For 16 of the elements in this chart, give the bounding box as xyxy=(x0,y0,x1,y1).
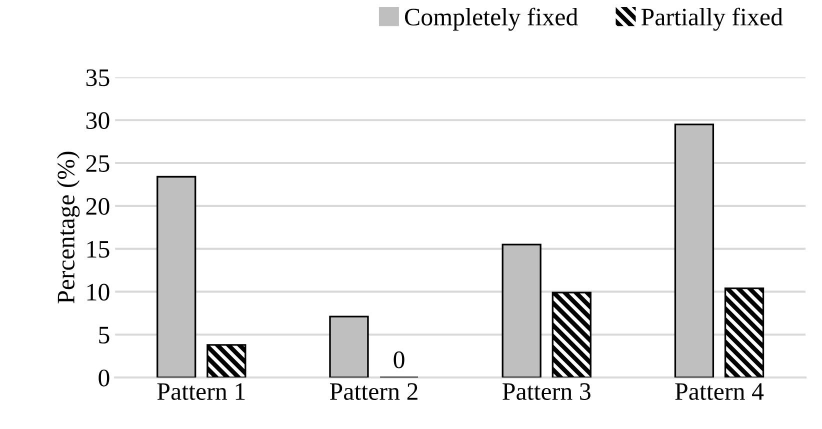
y-tick-label: 35 xyxy=(86,69,110,86)
y-tick-label: 30 xyxy=(86,112,110,130)
legend-label: Completely fixed xyxy=(404,8,578,31)
y-tick-label: 0 xyxy=(98,370,110,386)
y-tick-label: 10 xyxy=(87,284,110,301)
legend-label: Partially fixed xyxy=(641,8,783,31)
x-tick-label: Pattern 2 xyxy=(330,383,418,400)
x-tick-label: Pattern 4 xyxy=(675,383,764,400)
x-tick-label: Pattern 1 xyxy=(157,383,245,400)
y-axis-title: Percentage (%) xyxy=(56,152,80,304)
y-tick-label: 15 xyxy=(87,240,110,258)
y-tick-label: 5 xyxy=(99,326,110,344)
y-tick-label: 25 xyxy=(86,155,110,172)
x-tick-label: Pattern 3 xyxy=(502,383,590,400)
y-tick-label: 20 xyxy=(86,198,110,215)
data-label: 0 xyxy=(394,351,404,368)
